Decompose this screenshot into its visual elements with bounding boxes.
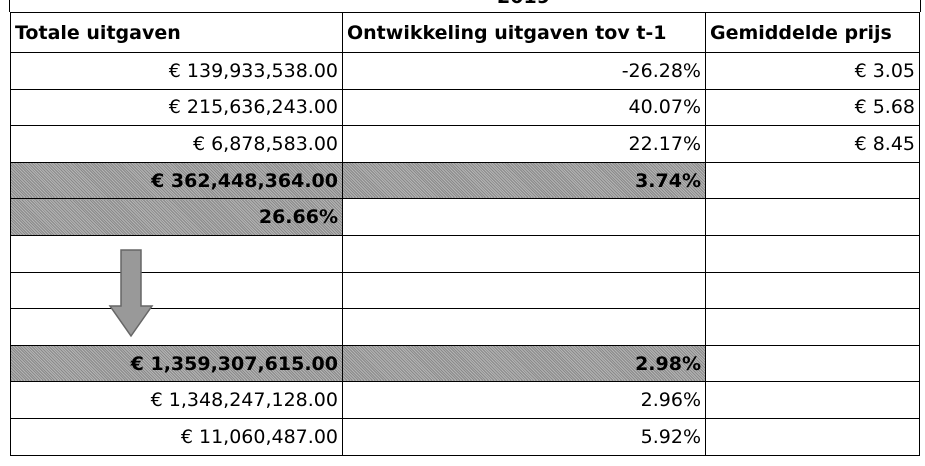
row: € 1,348,247,128.00 2.96% — [10, 381, 920, 419]
row: € 139,933,538.00 -26.28% € 3.05 — [10, 52, 920, 90]
cell: € 215,636,243.00 — [10, 88, 343, 127]
cell: € 8.45 — [705, 125, 920, 163]
cell — [705, 271, 920, 310]
row: € 1,359,307,615.00 2.98% — [10, 344, 920, 383]
cell: € 1,348,247,128.00 — [10, 381, 343, 419]
cell: 2.96% — [342, 381, 706, 419]
cell — [10, 234, 343, 273]
cell: € 5.68 — [705, 88, 920, 127]
cell — [705, 161, 920, 200]
cell: € 3.05 — [705, 52, 920, 90]
row: € 6,878,583.00 22.17% € 8.45 — [10, 125, 920, 163]
cell — [342, 234, 706, 273]
cell: 5.92% — [342, 417, 706, 456]
row — [10, 271, 920, 310]
table: Totale uitgaven Ontwikkeling uitgaven tov… — [10, 12, 920, 456]
cell — [705, 381, 920, 419]
row: € 215,636,243.00 40.07% € 5.68 — [10, 88, 920, 127]
cell — [342, 271, 706, 310]
row — [10, 308, 920, 346]
row: € 11,060,487.00 5.92% — [10, 417, 920, 456]
cell — [342, 308, 706, 346]
column-header: Gemiddelde prijs — [705, 12, 920, 53]
cell — [705, 308, 920, 346]
column-header: Ontwikkeling uitgaven tov t-1 — [342, 12, 706, 53]
cell: € 1,359,307,615.00 — [10, 344, 343, 383]
cell — [705, 198, 920, 236]
year-title: 2019 — [342, 0, 705, 12]
row: 26.66% — [10, 198, 920, 236]
cell: 40.07% — [342, 88, 706, 127]
cell: € 11,060,487.00 — [10, 417, 343, 456]
row: € 362,448,364.00 3.74% — [10, 161, 920, 200]
cell — [10, 308, 343, 346]
frame — [9, 0, 921, 12]
cell — [342, 198, 706, 236]
header-row: Totale uitgaven Ontwikkeling uitgaven tov… — [10, 12, 920, 53]
cell: 22.17% — [342, 125, 706, 163]
cell: € 139,933,538.00 — [10, 52, 343, 90]
cell: 3.74% — [342, 161, 706, 200]
cell: € 362,448,364.00 — [10, 161, 343, 200]
cell: € 6,878,583.00 — [10, 125, 343, 163]
cell — [705, 234, 920, 273]
cell — [10, 271, 343, 310]
cell — [705, 344, 920, 383]
row — [10, 234, 920, 273]
column-header: Totale uitgaven — [10, 12, 343, 53]
cell — [705, 417, 920, 456]
cell: -26.28% — [342, 52, 706, 90]
cell: 2.98% — [342, 344, 706, 383]
cell: 26.66% — [10, 198, 343, 236]
down-arrow — [108, 249, 154, 338]
